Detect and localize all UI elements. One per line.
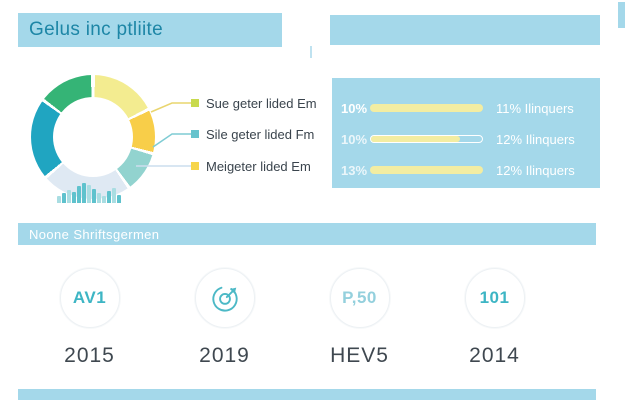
stat-label: 2014 <box>469 344 520 367</box>
legend-label: Sile geter lided Fm <box>206 126 315 142</box>
progress-bar <box>370 166 483 174</box>
progress-left-value: 10% <box>341 100 368 116</box>
bottom-accent-bar <box>18 389 596 400</box>
inner-bar <box>87 185 91 203</box>
inner-bar <box>97 193 101 203</box>
progress-left-value: 13% <box>341 162 368 178</box>
stat-item: 101 2014 <box>427 268 562 368</box>
stat-circle: 101 <box>464 268 525 328</box>
legend-item: Sue geter lided Em <box>191 95 317 111</box>
target-arrow-icon <box>211 286 238 312</box>
donut-hole <box>53 97 133 177</box>
stat-item: AV1 2015 <box>22 268 157 368</box>
inner-bar <box>107 191 111 203</box>
column-divider <box>310 46 312 58</box>
legend-label: Meigeter lided Em <box>206 158 311 174</box>
stat-item: P,50 HEV5 <box>292 268 427 368</box>
corner-accent <box>618 2 625 28</box>
top-right-accent-bar <box>330 15 600 45</box>
inner-bar <box>82 183 86 203</box>
progress-bar-fill <box>371 136 460 142</box>
legend-item: Sile geter lided Fm <box>191 126 315 142</box>
stat-value: AV1 <box>72 288 107 307</box>
stats-row: AV1 2015 2019 P,50 HEV5 101 2014 <box>22 268 602 368</box>
inner-bar <box>67 190 71 203</box>
inner-bar <box>62 193 66 203</box>
progress-right-label: 11% Ilinquers <box>496 100 574 116</box>
inner-bar <box>92 189 96 203</box>
progress-panel: 10% 11% Ilinquers 10% 12% Ilinquers 13% 12% I… <box>332 78 600 188</box>
title-banner: Gelus inc ptliite <box>18 13 282 47</box>
stat-label: HEV5 <box>330 344 389 367</box>
inner-bar <box>72 192 76 203</box>
stat-value: 101 <box>479 288 510 307</box>
legend-label: Sue geter lided Em <box>206 95 317 111</box>
stat-label: 2019 <box>199 344 250 367</box>
inner-bar <box>57 196 61 203</box>
legend-item: Meigeter lided Em <box>191 158 311 174</box>
progress-right-label: 12% Ilinquers <box>496 162 575 178</box>
legend-swatch <box>191 99 199 107</box>
section-header: Noone Shriftsgermen <box>18 223 596 245</box>
progress-bar <box>370 104 483 112</box>
stat-item: 2019 <box>157 268 292 368</box>
page-title: Gelus inc ptliite <box>29 19 163 40</box>
inner-bar <box>102 196 106 203</box>
progress-left-value: 10% <box>341 131 368 147</box>
legend-swatch <box>191 130 199 138</box>
progress-bar <box>370 135 483 143</box>
stat-value: P,50 <box>342 288 377 307</box>
inner-bar <box>77 186 81 203</box>
stat-circle <box>194 268 255 328</box>
legend-swatch <box>191 162 199 170</box>
stat-circle: P,50 <box>329 268 390 328</box>
stat-label: 2015 <box>64 344 115 367</box>
progress-row: 10% 12% Ilinquers <box>332 131 600 147</box>
progress-row: 13% 12% Ilinquers <box>332 162 600 178</box>
donut-inner-bars <box>57 182 127 203</box>
progress-right-label: 12% Ilinquers <box>496 131 575 147</box>
progress-row: 10% 11% Ilinquers <box>332 100 600 116</box>
inner-bar <box>112 188 116 203</box>
inner-bar <box>117 195 121 203</box>
stat-circle: AV1 <box>59 268 120 328</box>
section-title: Noone Shriftsgermen <box>29 226 160 242</box>
